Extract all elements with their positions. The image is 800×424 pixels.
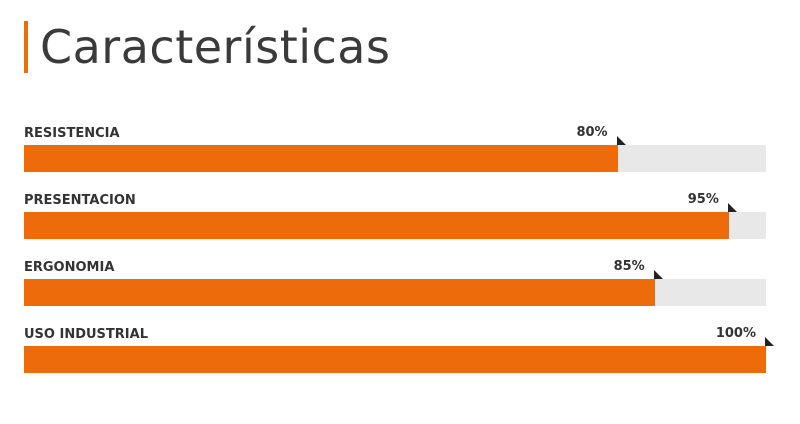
progress-fill xyxy=(24,212,729,239)
progress-percentage: 80% xyxy=(576,125,608,140)
skill-label: USO INDUSTRIAL xyxy=(24,327,148,342)
skill-resistencia: RESISTENCIA 80% xyxy=(24,125,766,193)
progress-fill xyxy=(24,145,618,172)
progress-marker-icon xyxy=(765,337,774,346)
progress-track: 80% xyxy=(24,125,766,172)
skill-ergonomia: ERGONOMIA 85% xyxy=(24,259,766,327)
progress-track: 100% xyxy=(24,326,774,373)
skill-label: ERGONOMIA xyxy=(24,260,115,275)
skill-label: PRESENTACION xyxy=(24,193,136,208)
progress-percentage: 100% xyxy=(715,326,756,341)
progress-percentage: 85% xyxy=(613,259,645,274)
progress-fill xyxy=(24,279,655,306)
progress-track: 85% xyxy=(24,259,766,306)
skill-bars: RESISTENCIA 80% PRESENTACION 95% ERGONOM… xyxy=(24,125,774,394)
progress-fill xyxy=(24,346,766,373)
section-heading: Características xyxy=(24,18,390,76)
page-title: Características xyxy=(40,20,391,74)
progress-marker-icon xyxy=(653,270,663,279)
skill-uso-industrial: USO INDUSTRIAL 100% xyxy=(24,326,774,394)
progress-percentage: 95% xyxy=(687,192,719,207)
progress-marker-icon xyxy=(616,136,626,145)
progress-marker-icon xyxy=(727,203,737,212)
skill-label: RESISTENCIA xyxy=(24,126,120,141)
heading-accent-bar xyxy=(24,21,28,73)
progress-track: 95% xyxy=(24,192,766,239)
skill-presentacion: PRESENTACION 95% xyxy=(24,192,766,260)
